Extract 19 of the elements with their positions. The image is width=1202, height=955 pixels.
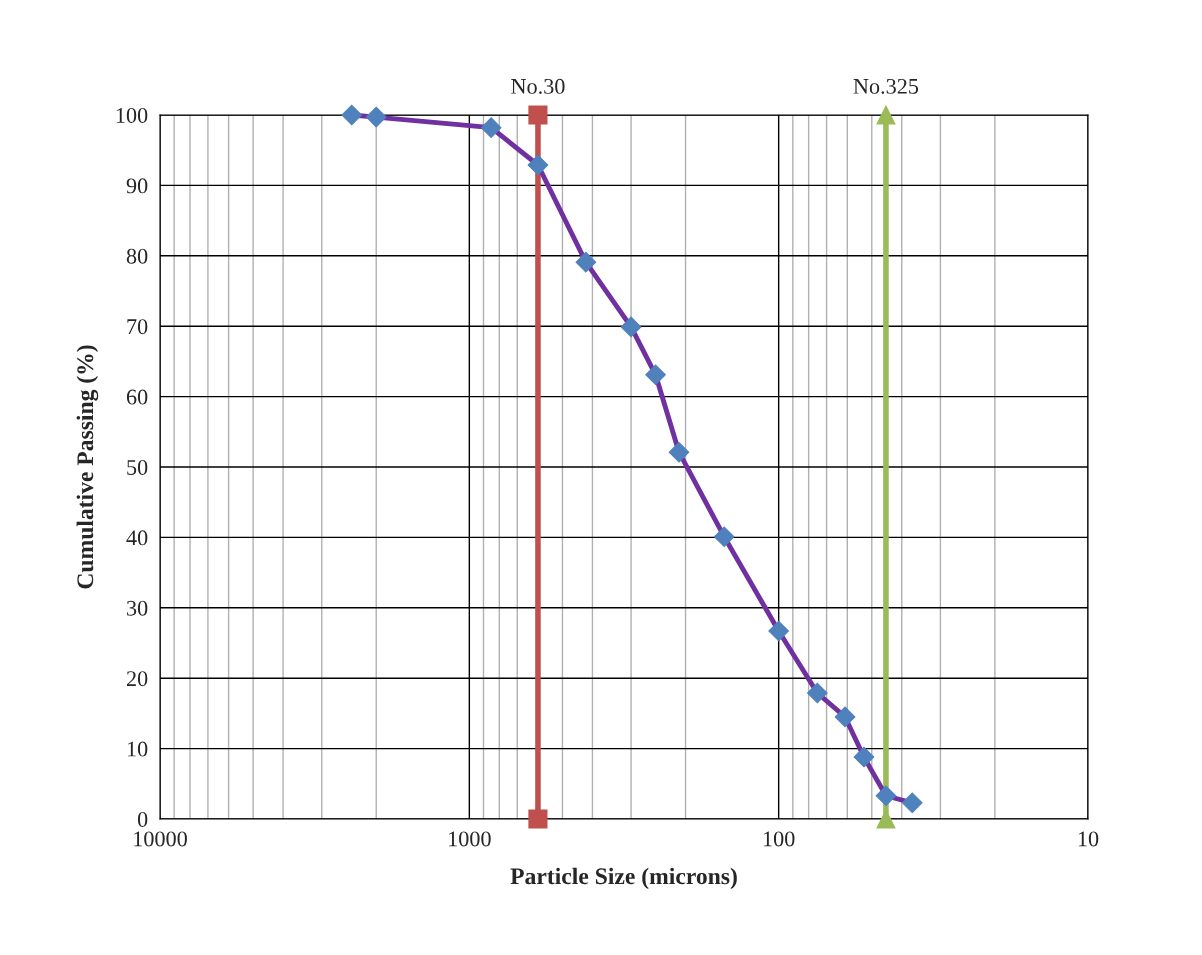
x-tick-label: 1000 [449,831,491,847]
y-tick-label: 0 [137,811,148,827]
y-tick-label: 60 [126,389,148,405]
series-label: No.325 [853,78,919,94]
y-tick-label: 80 [126,248,148,264]
x-tick-label: 10 [1078,831,1099,847]
series-label: No.30 [511,78,565,94]
y-tick-label: 100 [116,107,148,123]
x-axis-title: Particle Size (microns) [510,867,737,890]
x-tick-label: 100 [763,831,795,847]
y-tick-label: 10 [127,741,148,757]
y-tick-label: 70 [127,319,148,335]
y-tick-label: 50 [127,459,148,475]
y-tick-label: 20 [126,671,148,687]
y-axis-title: Cumulative Passing (%) [76,345,99,589]
y-tick-label: 30 [127,600,148,616]
y-tick-label: 90 [126,178,148,194]
x-tick-label: 10000 [134,831,187,847]
y-tick-label: 40 [126,530,148,546]
